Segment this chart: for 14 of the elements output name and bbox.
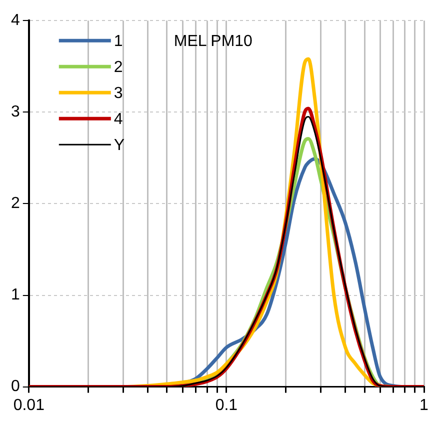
legend-label: 2 [114, 59, 123, 76]
y-tick-label: 4 [10, 12, 20, 30]
x-tick-label: 0.01 [13, 396, 45, 414]
legend-label: 4 [114, 111, 123, 128]
legend-label: Y [114, 137, 125, 154]
legend-label: 1 [114, 33, 123, 50]
y-tick-label: 2 [10, 195, 20, 212]
y-tick-label: 3 [10, 104, 20, 121]
y-tick-label: 0 [10, 378, 20, 396]
x-tick-label: 1 [420, 396, 429, 414]
annotation: MEL PM10 [174, 33, 253, 50]
legend-label: 3 [114, 85, 123, 102]
y-tick-label: 1 [10, 286, 20, 304]
x-tick-label: 0.1 [215, 396, 238, 414]
